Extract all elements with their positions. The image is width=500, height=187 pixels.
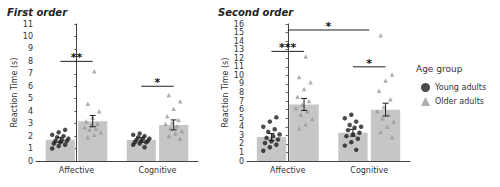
svg-text:7: 7: [239, 97, 244, 106]
svg-text:*: *: [366, 57, 372, 70]
svg-text:Affective: Affective: [59, 166, 94, 175]
svg-text:0: 0: [28, 157, 33, 166]
svg-text:7: 7: [28, 69, 33, 78]
svg-text:10: 10: [234, 71, 244, 80]
svg-text:Reaction Time (s): Reaction Time (s): [221, 58, 230, 128]
svg-text:2: 2: [239, 139, 244, 148]
svg-text:Young adults: Young adults: [434, 83, 486, 92]
svg-text:11: 11: [23, 20, 33, 29]
svg-text:8: 8: [28, 57, 33, 66]
svg-text:15: 15: [234, 28, 244, 37]
svg-text:First order: First order: [7, 7, 68, 18]
svg-text:3: 3: [239, 131, 244, 140]
svg-text:4: 4: [239, 122, 244, 131]
svg-text:***: ***: [279, 41, 297, 54]
svg-text:5: 5: [28, 94, 33, 103]
svg-text:0: 0: [239, 157, 244, 166]
svg-text:Reaction Time (s): Reaction Time (s): [10, 58, 19, 128]
svg-text:3: 3: [28, 119, 33, 128]
svg-text:14: 14: [234, 37, 244, 46]
svg-text:*: *: [155, 76, 161, 89]
svg-text:1: 1: [28, 144, 33, 153]
svg-text:Age group: Age group: [416, 64, 463, 74]
svg-text:2: 2: [28, 132, 33, 141]
svg-text:**: **: [71, 51, 83, 64]
svg-text:9: 9: [239, 79, 244, 88]
svg-text:4: 4: [28, 107, 33, 116]
svg-text:Older adults: Older adults: [435, 97, 484, 106]
svg-text:16: 16: [234, 20, 244, 29]
svg-text:Cognitive: Cognitive: [139, 166, 177, 175]
svg-text:1: 1: [239, 148, 244, 157]
svg-text:Cognitive: Cognitive: [350, 166, 388, 175]
svg-text:9: 9: [28, 44, 33, 53]
svg-text:5: 5: [239, 114, 244, 123]
svg-text:6: 6: [28, 82, 33, 91]
svg-text:13: 13: [234, 45, 244, 54]
svg-text:Second order: Second order: [218, 7, 294, 18]
svg-text:12: 12: [234, 54, 244, 63]
svg-text:6: 6: [239, 105, 244, 114]
svg-text:Affective: Affective: [270, 166, 305, 175]
svg-text:10: 10: [23, 32, 33, 41]
svg-text:8: 8: [239, 88, 244, 97]
svg-text:11: 11: [234, 62, 244, 71]
svg-text:*: *: [326, 20, 332, 33]
